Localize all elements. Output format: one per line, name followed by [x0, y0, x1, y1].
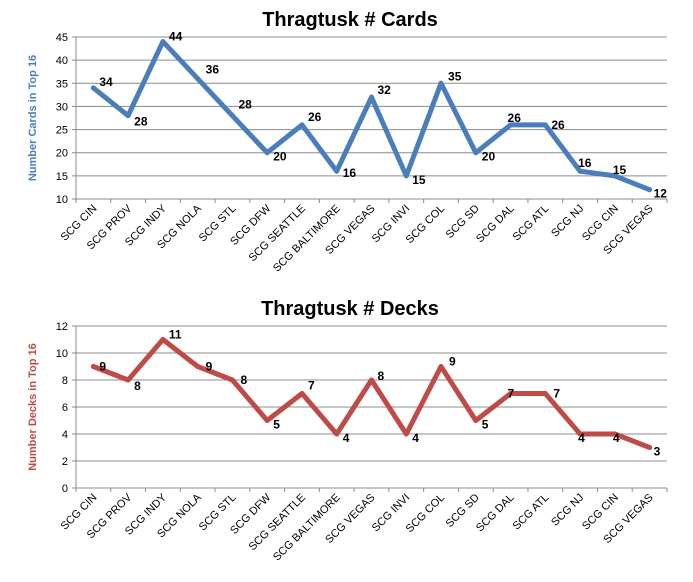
data-point — [473, 150, 479, 156]
data-label: 28 — [238, 98, 252, 112]
data-point — [508, 122, 514, 128]
y-tick-label: 2 — [62, 456, 68, 468]
data-point — [403, 431, 409, 437]
y-tick-label: 12 — [56, 321, 68, 333]
data-point — [542, 122, 548, 128]
data-point — [403, 173, 409, 179]
chart-title: Thragtusk # Cards — [262, 9, 438, 31]
data-label: 20 — [482, 150, 496, 164]
data-label: 5 — [482, 418, 489, 432]
data-label: 7 — [553, 387, 560, 401]
data-point — [612, 173, 618, 179]
y-tick-label: 15 — [56, 171, 68, 183]
data-point — [438, 80, 444, 86]
data-point — [577, 168, 583, 174]
data-point — [264, 150, 270, 156]
y-axis-label: Number Cards in Top 16 — [27, 55, 39, 181]
data-label: 26 — [508, 111, 522, 125]
data-point — [229, 377, 235, 383]
data-label: 20 — [273, 150, 287, 164]
decks-chart: Thragtusk # Decks Number Decks in Top 16 0… — [27, 298, 668, 564]
y-tick-label: 45 — [56, 32, 68, 44]
data-label: 4 — [412, 431, 419, 445]
data-point — [369, 377, 374, 383]
data-point — [195, 364, 201, 369]
y-axis-label: Number Decks in Top 16 — [27, 343, 39, 471]
data-label: 32 — [378, 83, 392, 97]
data-label: 35 — [448, 69, 462, 83]
y-tick-label: 40 — [56, 55, 68, 67]
data-label: 8 — [378, 369, 385, 383]
data-label: 4 — [343, 431, 350, 445]
data-point — [508, 391, 514, 396]
data-point — [647, 445, 653, 450]
data-label: 8 — [240, 373, 247, 387]
data-label: 12 — [654, 187, 668, 201]
data-point — [612, 431, 618, 437]
y-tick-label: 6 — [62, 402, 68, 414]
data-point — [264, 418, 270, 423]
data-point — [542, 391, 548, 396]
data-label: 4 — [613, 431, 620, 445]
data-label: 9 — [206, 360, 213, 374]
data-label: 7 — [508, 387, 515, 401]
data-point — [438, 364, 444, 369]
data-point — [160, 337, 166, 342]
x-tick-label: SCG DAL — [474, 203, 517, 246]
y-tick-label: 10 — [56, 194, 68, 206]
data-point — [125, 377, 131, 383]
data-point — [229, 113, 235, 119]
data-label: 34 — [99, 75, 113, 89]
data-point — [647, 187, 653, 193]
data-label: 16 — [343, 166, 357, 180]
y-tick-label: 35 — [56, 78, 68, 90]
data-point — [195, 76, 201, 82]
x-tick-label: SCG DAL — [474, 492, 517, 535]
data-point — [90, 364, 96, 369]
data-point — [334, 431, 340, 437]
x-tick-label: SCG ATL — [511, 203, 552, 244]
data-label: 26 — [551, 118, 565, 132]
data-label: 16 — [578, 156, 592, 170]
data-label: 3 — [654, 445, 661, 459]
data-point — [125, 113, 131, 119]
data-label: 36 — [206, 63, 220, 77]
y-tick-label: 8 — [62, 375, 68, 387]
y-tick-label: 10 — [56, 348, 68, 360]
data-point — [473, 418, 479, 423]
data-point — [334, 168, 340, 174]
data-label: 8 — [134, 379, 141, 393]
data-point — [369, 94, 374, 100]
data-point — [299, 122, 305, 128]
data-label: 11 — [169, 328, 182, 342]
cards-chart: Thragtusk # Cards Number Cards in Top 16 1… — [27, 9, 668, 275]
data-label: 7 — [308, 379, 315, 393]
data-label: 9 — [99, 360, 106, 374]
y-tick-label: 20 — [56, 148, 68, 160]
data-label: 5 — [273, 418, 280, 432]
data-point — [577, 431, 583, 437]
chart-title: Thragtusk # Decks — [261, 298, 439, 320]
data-label: 9 — [449, 355, 456, 369]
y-tick-label: 0 — [62, 483, 68, 495]
series-line — [90, 337, 653, 450]
data-point — [160, 39, 166, 45]
data-point — [299, 391, 305, 396]
data-label: 4 — [578, 431, 585, 445]
data-point — [90, 85, 96, 91]
series-line — [90, 39, 653, 193]
data-label: 44 — [169, 30, 183, 44]
data-label: 26 — [308, 110, 322, 124]
data-label: 15 — [412, 173, 426, 187]
y-tick-label: 4 — [62, 429, 68, 441]
y-tick-label: 25 — [56, 125, 68, 137]
y-tick-label: 30 — [56, 101, 68, 113]
data-label: 28 — [134, 115, 148, 129]
x-tick-label: SCG ATL — [511, 492, 552, 533]
data-label: 15 — [613, 163, 627, 177]
